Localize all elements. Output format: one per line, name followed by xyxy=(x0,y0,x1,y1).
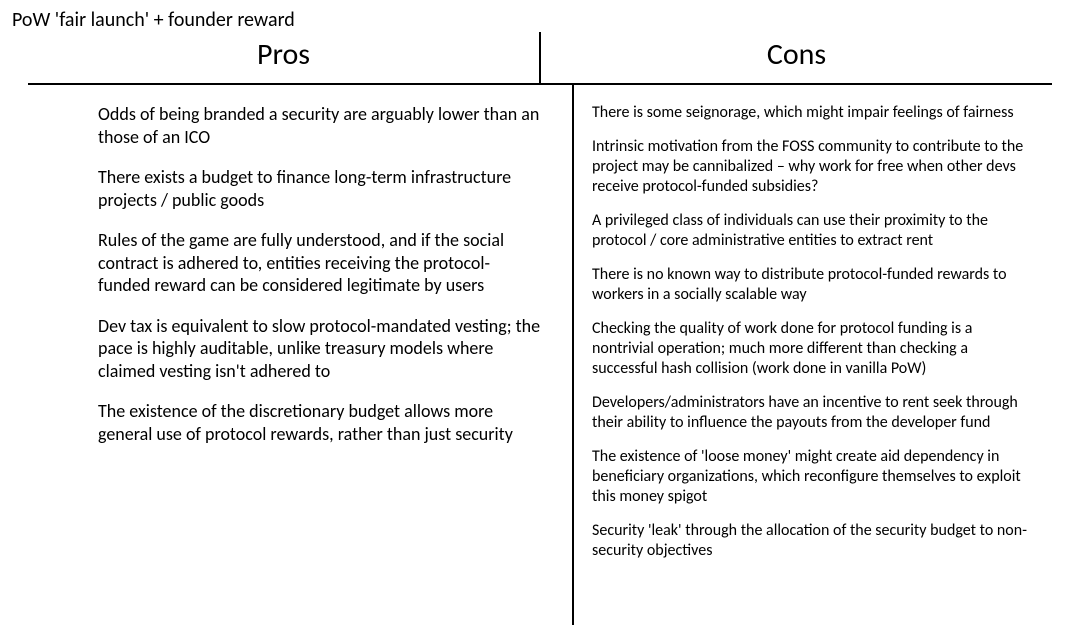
pros-item: The existence of the discretionary budge… xyxy=(98,400,542,445)
pros-item: Rules of the game are fully understood, … xyxy=(98,229,542,297)
cons-header: Cons xyxy=(541,32,1052,83)
pros-cell: Odds of being branded a security are arg… xyxy=(28,85,574,625)
slide-title: PoW 'fair launch' + founder reward xyxy=(12,8,295,32)
cons-cell: There is some seignorage, which might im… xyxy=(574,85,1052,625)
cons-item: Intrinsic motivation from the FOSS commu… xyxy=(592,137,1036,197)
cons-item: A privileged class of individuals can us… xyxy=(592,211,1036,251)
cons-item: There is some seignorage, which might im… xyxy=(592,103,1036,123)
table-body-row: Odds of being branded a security are arg… xyxy=(28,85,1052,625)
cons-item: Developers/administrators have an incent… xyxy=(592,393,1036,433)
pros-item: There exists a budget to finance long-te… xyxy=(98,166,542,211)
pros-item: Dev tax is equivalent to slow protocol-m… xyxy=(98,315,542,383)
pros-cons-table: Pros Cons Odds of being branded a securi… xyxy=(28,32,1052,625)
cons-item: Security 'leak' through the allocation o… xyxy=(592,521,1036,561)
cons-item: Checking the quality of work done for pr… xyxy=(592,319,1036,379)
pros-header: Pros xyxy=(28,32,541,83)
cons-item: The existence of 'loose money' might cre… xyxy=(592,447,1036,507)
cons-item: There is no known way to distribute prot… xyxy=(592,265,1036,305)
pros-item: Odds of being branded a security are arg… xyxy=(98,103,542,148)
table-header-row: Pros Cons xyxy=(28,32,1052,85)
